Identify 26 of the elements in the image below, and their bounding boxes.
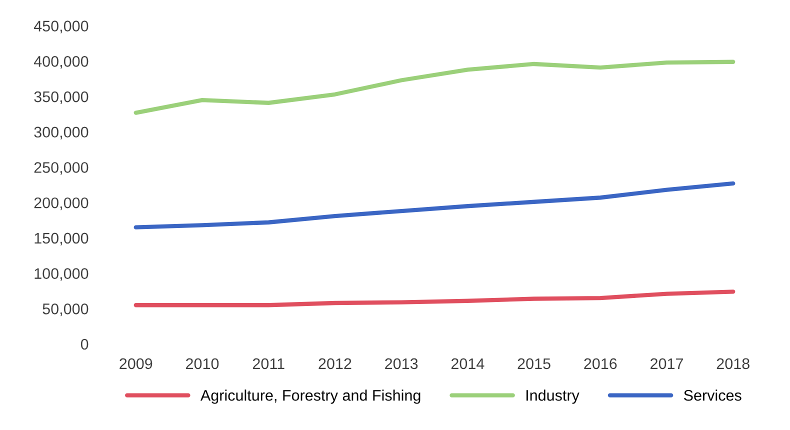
x-tick-label: 2013 <box>385 358 418 370</box>
legend-label: Industry <box>526 390 580 404</box>
x-tick-label: 2014 <box>451 358 484 370</box>
x-tick-label: 2017 <box>650 358 683 370</box>
y-tick-label: 50,000 <box>42 304 88 316</box>
y-tick-label: 450,000 <box>34 20 88 34</box>
x-tick-label: 2009 <box>120 358 152 370</box>
legend-label: Agriculture, Forestry and Fishing <box>200 390 420 404</box>
x-tick-label: 2011 <box>252 358 284 370</box>
x-tick-label: 2015 <box>518 358 550 370</box>
y-tick-label: 150,000 <box>34 232 88 246</box>
line-series <box>134 60 736 115</box>
legend-label: Services <box>684 390 742 401</box>
x-tick-label: 2010 <box>186 358 219 370</box>
y-tick-label: 400,000 <box>34 56 88 69</box>
x-tick-label: 2012 <box>318 358 352 370</box>
line-series <box>134 290 736 308</box>
line-series <box>134 181 736 230</box>
y-tick-label: 0 <box>80 338 88 350</box>
y-tick-label: 300,000 <box>34 126 88 140</box>
y-tick-label: 350,000 <box>34 91 88 104</box>
y-tick-label: 100,000 <box>34 268 88 281</box>
y-tick-label: 250,000 <box>34 162 88 175</box>
x-tick-label: 2018 <box>716 358 750 370</box>
y-tick-label: 200,000 <box>34 197 88 210</box>
x-tick-label: 2016 <box>584 358 617 370</box>
